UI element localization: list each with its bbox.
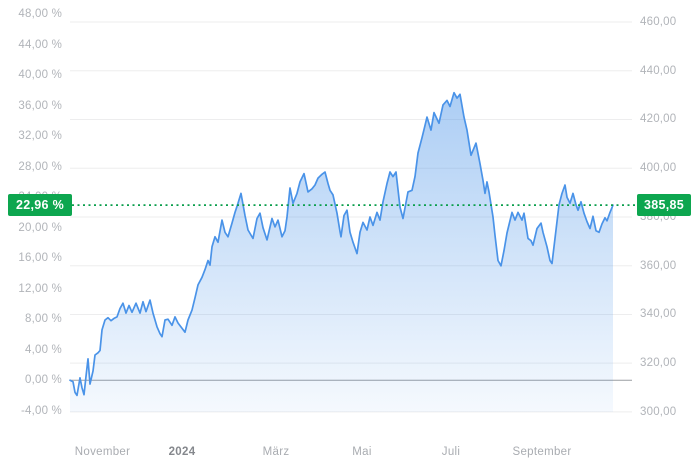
- y-axis-left-tick: 32,00 %: [18, 130, 62, 143]
- x-axis-label-november: November: [74, 446, 131, 458]
- y-axis-left-tick: 4,00 %: [24, 343, 62, 356]
- y-axis-right-tick: 300,00: [640, 405, 677, 418]
- y-axis-left-tick: 36,00 %: [18, 99, 62, 112]
- y-axis-left-tick: -4,00 %: [20, 404, 62, 417]
- current-value-label: 385,85: [643, 198, 685, 212]
- x-axis-label-märz: März: [262, 446, 290, 458]
- x-axis-label-september: September: [512, 446, 572, 458]
- y-axis-left-tick: 12,00 %: [18, 282, 62, 295]
- y-axis-left-tick: 0,00 %: [24, 374, 62, 387]
- y-axis-right-tick: 400,00: [640, 162, 677, 175]
- y-axis-left-tick: 40,00 %: [18, 69, 62, 82]
- y-axis-right-tick: 440,00: [640, 64, 677, 77]
- y-axis-left-tick: 16,00 %: [18, 252, 62, 265]
- current-value-badge: 385,85: [637, 194, 691, 216]
- x-axis-label-2024: 2024: [168, 446, 196, 458]
- x-axis-label-mai: Mai: [352, 446, 372, 458]
- y-axis-left-tick: 8,00 %: [24, 313, 62, 326]
- y-axis-right-tick: 340,00: [640, 308, 677, 321]
- y-axis-left-tick: 44,00 %: [18, 38, 62, 51]
- x-axis-label-juli: Juli: [441, 446, 461, 458]
- y-axis-left-tick: 20,00 %: [18, 221, 62, 234]
- y-axis-left-tick: 28,00 %: [18, 160, 62, 173]
- current-percent-badge: 22,96 %: [8, 194, 72, 216]
- y-axis-right-tick: 420,00: [640, 113, 677, 126]
- y-axis-right-tick: 320,00: [640, 357, 677, 370]
- y-axis-right-tick: 460,00: [640, 16, 677, 28]
- y-axis-left-tick: 48,00 %: [18, 8, 62, 21]
- y-axis-right-tick: 360,00: [640, 259, 677, 272]
- series-line: [69, 91, 614, 397]
- series-area-fill: [70, 92, 613, 412]
- current-percent-label: 22,96 %: [16, 198, 64, 212]
